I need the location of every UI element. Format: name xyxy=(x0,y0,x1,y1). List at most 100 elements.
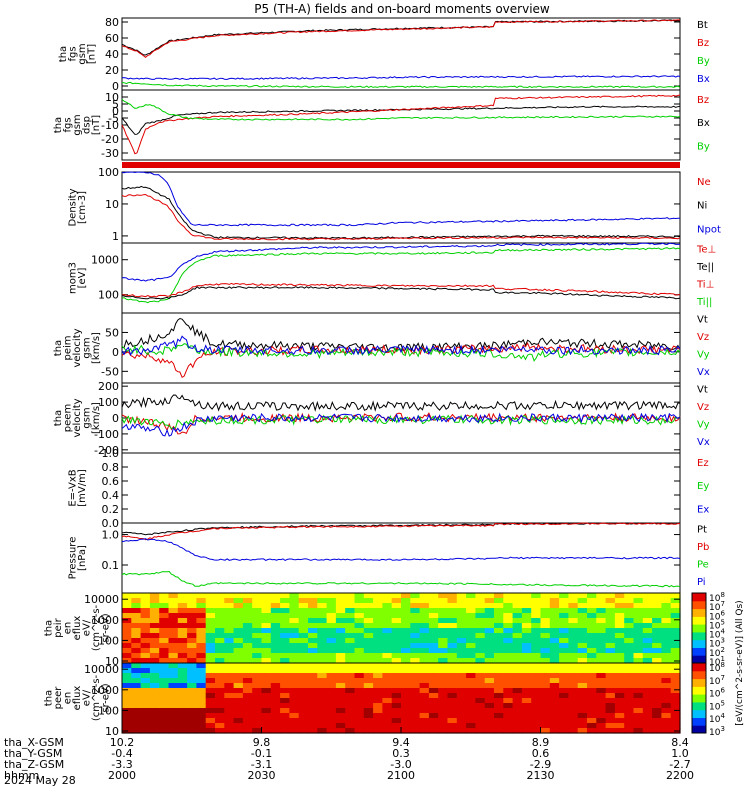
heatmap-cell xyxy=(633,633,644,639)
heatmap-cell xyxy=(168,668,179,674)
heatmap-cell xyxy=(438,718,449,724)
heatmap-cell xyxy=(633,608,644,614)
ephemeris-value: 2130 xyxy=(527,769,555,782)
heatmap-cell xyxy=(280,663,290,669)
heatmap-cell xyxy=(549,678,560,684)
heatmap-cell xyxy=(670,648,681,654)
heatmap-cell xyxy=(354,683,365,689)
heatmap-cell xyxy=(661,618,672,624)
heatmap-cell xyxy=(122,713,132,719)
heatmap-cell xyxy=(131,603,142,609)
heatmap-cell xyxy=(652,728,662,734)
y-axis-label: eflux xyxy=(72,616,83,641)
heatmap-cell xyxy=(289,703,300,709)
heatmap-cell xyxy=(475,628,486,634)
legend-entry: Bx xyxy=(697,74,710,85)
heatmap-cell xyxy=(317,688,328,694)
y-axis-label: (cm^2-s- xyxy=(91,604,102,651)
heatmap-cell xyxy=(438,653,449,659)
heatmap-cell xyxy=(252,678,263,684)
heatmap-cell xyxy=(512,603,523,609)
heatmap-cell xyxy=(438,668,449,674)
heatmap-cell xyxy=(168,623,179,629)
heatmap-cell xyxy=(428,678,439,684)
heatmap-cell xyxy=(475,598,486,604)
heatmap-cell xyxy=(335,693,346,699)
heatmap-cell xyxy=(466,728,476,734)
heatmap-cell xyxy=(289,668,300,674)
heatmap-cell xyxy=(122,623,132,629)
heatmap-cell xyxy=(438,703,449,709)
heatmap-cell xyxy=(363,598,374,604)
legend-entry: Pi xyxy=(697,577,706,588)
heatmap-cell xyxy=(428,608,439,614)
heatmap-cell xyxy=(605,713,616,719)
legend-entry: By xyxy=(697,56,710,67)
heatmap-cell xyxy=(614,608,625,614)
heatmap-cell xyxy=(484,638,495,644)
y-axis-label: tha xyxy=(44,620,55,636)
y-tick-label: 10 xyxy=(105,198,119,211)
series-Pi-line xyxy=(121,538,681,561)
heatmap-cell xyxy=(308,673,318,679)
legend-entry: Te⊥ xyxy=(696,245,716,256)
heatmap-cell xyxy=(428,603,439,609)
legend-entry: Bz xyxy=(697,95,709,106)
heatmap-cell xyxy=(484,598,495,604)
heatmap-cell xyxy=(308,628,318,634)
series-Bt-line xyxy=(121,19,681,56)
heatmap-cell xyxy=(503,613,514,619)
heatmap-cell xyxy=(196,608,207,614)
heatmap-cell xyxy=(354,603,365,609)
heatmap-cell xyxy=(624,718,635,724)
heatmap-cell xyxy=(298,598,309,604)
heatmap-cell xyxy=(131,673,142,679)
ephemeris-label: tha_Z-GSM xyxy=(4,758,64,771)
heatmap-cell xyxy=(540,658,551,664)
heatmap-cell xyxy=(670,723,681,729)
heatmap-cell xyxy=(326,708,337,714)
heatmap-cell xyxy=(428,623,439,629)
heatmap-cell xyxy=(494,693,504,699)
heatmap-cell xyxy=(233,603,244,609)
heatmap-cell xyxy=(149,698,160,704)
heatmap-cell xyxy=(624,603,635,609)
ephemeris-value: 2000 xyxy=(108,769,136,782)
heatmap-cell xyxy=(475,608,486,614)
heatmap-cell xyxy=(503,698,514,704)
heatmap-cell xyxy=(196,718,207,724)
heatmap-cell xyxy=(261,703,272,709)
heatmap-cell xyxy=(317,703,328,709)
heatmap-cell xyxy=(549,593,560,599)
heatmap-cell xyxy=(596,688,607,694)
heatmap-cell xyxy=(428,718,439,724)
heatmap-cell xyxy=(410,708,421,714)
heatmap-cell xyxy=(549,728,560,734)
heatmap-cell xyxy=(568,598,579,604)
heatmap-cell xyxy=(252,633,263,639)
heatmap-cell xyxy=(177,603,188,609)
heatmap-cell xyxy=(624,598,635,604)
heatmap-cell xyxy=(596,653,607,659)
heatmap-cell xyxy=(335,608,346,614)
colorbar-band xyxy=(692,593,706,602)
heatmap-cell xyxy=(531,668,542,674)
heatmap-cell xyxy=(298,698,309,704)
heatmap-cell xyxy=(670,668,681,674)
heatmap-cell xyxy=(642,658,653,664)
heatmap-cell xyxy=(419,658,430,664)
heatmap-cell xyxy=(140,628,151,634)
heatmap-cell xyxy=(438,643,449,649)
heatmap-cell xyxy=(382,643,393,649)
series-Vt-line xyxy=(121,394,681,412)
heatmap-cell xyxy=(149,683,160,689)
heatmap-cell xyxy=(401,728,411,734)
heatmap-cell xyxy=(419,693,430,699)
heatmap-cell xyxy=(596,718,607,724)
heatmap-cell xyxy=(549,668,560,674)
heatmap-cell xyxy=(261,708,272,714)
heatmap-cell xyxy=(345,698,356,704)
heatmap-cell xyxy=(270,673,281,679)
heatmap-cell xyxy=(317,598,328,604)
heatmap-cell xyxy=(261,653,272,659)
